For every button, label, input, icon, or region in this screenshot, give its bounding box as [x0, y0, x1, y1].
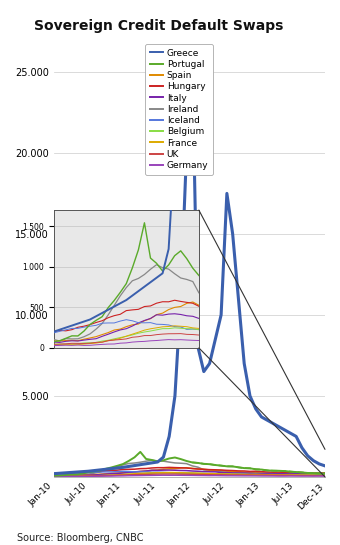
Text: Source: Bloomberg, CNBC: Source: Bloomberg, CNBC	[17, 532, 143, 543]
Legend: Greece, Portugal, Spain, Hungary, Italy, Ireland, Iceland, Belgium, France, UK, : Greece, Portugal, Spain, Hungary, Italy,…	[145, 44, 213, 174]
Text: Sovereign Credit Default Swaps: Sovereign Credit Default Swaps	[34, 19, 283, 33]
